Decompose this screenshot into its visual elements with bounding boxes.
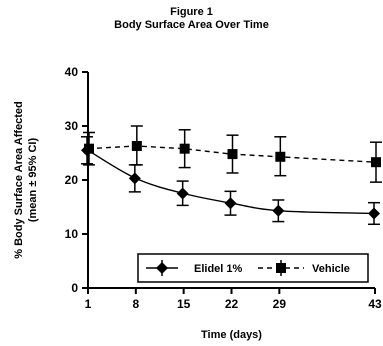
legend-marker-vehicle (276, 263, 286, 273)
data-point (227, 149, 238, 160)
legend-marker-elidel (156, 262, 168, 274)
data-point (84, 143, 94, 154)
x-tick-label: 22 (225, 297, 239, 311)
y-tick-label: 0 (71, 281, 78, 295)
y-tick-label: 20 (65, 173, 79, 187)
data-point (131, 140, 142, 151)
y-axis-title: % Body Surface Area Affected (mean ± 95%… (13, 101, 39, 259)
chart-title: Body Surface Area Over Time (114, 19, 269, 31)
data-point (224, 197, 237, 210)
x-ticks: 1 8 15 22 29 43 (85, 288, 382, 311)
y-axis-title-line-2: (mean ± 95% CI) (27, 138, 39, 223)
data-point (128, 172, 141, 185)
legend-label-elidel: Elidel 1% (194, 263, 243, 275)
series-line (87, 145, 376, 163)
data-point (275, 151, 286, 162)
x-tick-label: 15 (177, 297, 191, 311)
legend: Elidel 1% Vehicle (137, 253, 369, 283)
data-point (368, 207, 380, 220)
y-tick-label: 30 (65, 119, 79, 133)
y-tick-label: 40 (65, 65, 79, 79)
x-axis-title: Time (days) (201, 329, 262, 341)
x-tick-label: 1 (85, 297, 92, 311)
data-point (371, 157, 381, 168)
x-tick-label: 29 (273, 297, 287, 311)
x-tick-label: 8 (132, 297, 139, 311)
data-point (179, 143, 190, 154)
y-axis-title-line-1: % Body Surface Area Affected (13, 101, 25, 259)
figure-label: Figure 1 (170, 6, 213, 18)
y-ticks: 0 10 20 30 40 (65, 65, 88, 295)
data-point (176, 187, 189, 200)
plot-series (81, 125, 382, 226)
legend-items: Elidel 1% Vehicle (146, 260, 350, 276)
x-tick-label: 43 (368, 297, 382, 311)
legend-label-vehicle: Vehicle (312, 263, 350, 275)
series-vehicle (83, 125, 382, 183)
data-point (272, 204, 285, 217)
y-tick-label: 10 (65, 227, 79, 241)
